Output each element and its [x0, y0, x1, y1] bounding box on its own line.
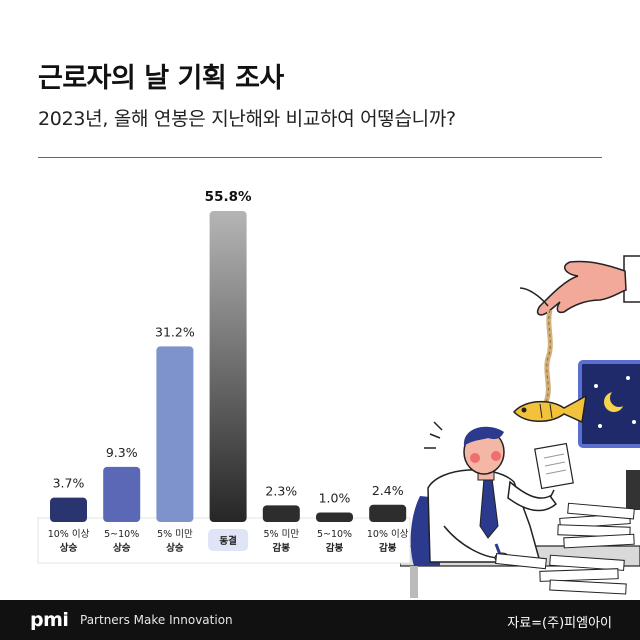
value-label-2: 31.2% [155, 324, 195, 339]
value-label-4: 2.3% [265, 483, 297, 498]
category-label-5-0: 5~10% [317, 529, 352, 540]
category-label-6-1: 감봉 [379, 542, 397, 554]
bar-6 [369, 504, 407, 522]
category-label-0-0: 10% 이상 [48, 529, 90, 540]
category-label-2-0: 5% 미만 [157, 529, 193, 540]
value-label-3: 55.8% [205, 189, 252, 205]
office-worker-illustration [400, 255, 640, 598]
bar-5 [316, 512, 353, 522]
bar-2 [156, 346, 194, 522]
category-label-4-0: 5% 미만 [264, 529, 300, 540]
bar-0 [50, 497, 87, 522]
brand-tagline: Partners Make Innovation [80, 613, 233, 627]
value-label-1: 9.3% [106, 445, 138, 460]
category-label-4-1: 감봉 [273, 542, 291, 554]
category-label-5-1: 감봉 [326, 542, 344, 554]
monitor-icon [578, 360, 640, 510]
bar-1 [103, 466, 141, 522]
office-worker-icon [410, 426, 558, 570]
title-divider [38, 157, 602, 158]
footer-bar: pmi Partners Make Innovation 자료=(주)피엠아이 [0, 600, 640, 640]
highlight-pill [208, 529, 249, 551]
category-label-0-1: 상승 [60, 542, 78, 554]
value-label-6: 2.4% [372, 483, 404, 498]
category-label-1-0: 5~10% [104, 529, 139, 540]
category-label-3-0: 동결 [219, 535, 237, 547]
value-label-0: 3.7% [53, 476, 85, 491]
brand-logo: pmi [30, 609, 69, 631]
bar-3 [209, 211, 247, 522]
hand-icon [519, 255, 640, 316]
page-subtitle: 2023년, 올해 연봉은 지난해와 비교하여 어떻습니까? [38, 108, 456, 130]
category-label-1-1: 상승 [113, 542, 131, 554]
category-label-6-0: 10% 이상 [367, 529, 409, 540]
source-credit: 자료=(주)피엠아이 [507, 616, 612, 631]
bar-4 [262, 505, 300, 522]
paper-stack-icon [534, 442, 574, 490]
document-pile-icon [539, 502, 635, 595]
rope-icon [543, 309, 553, 403]
fish-icon [512, 394, 587, 424]
page-title: 근로자의 날 기획 조사 [38, 63, 284, 94]
category-label-2-1: 상승 [166, 542, 184, 554]
value-label-5: 1.0% [319, 490, 351, 505]
